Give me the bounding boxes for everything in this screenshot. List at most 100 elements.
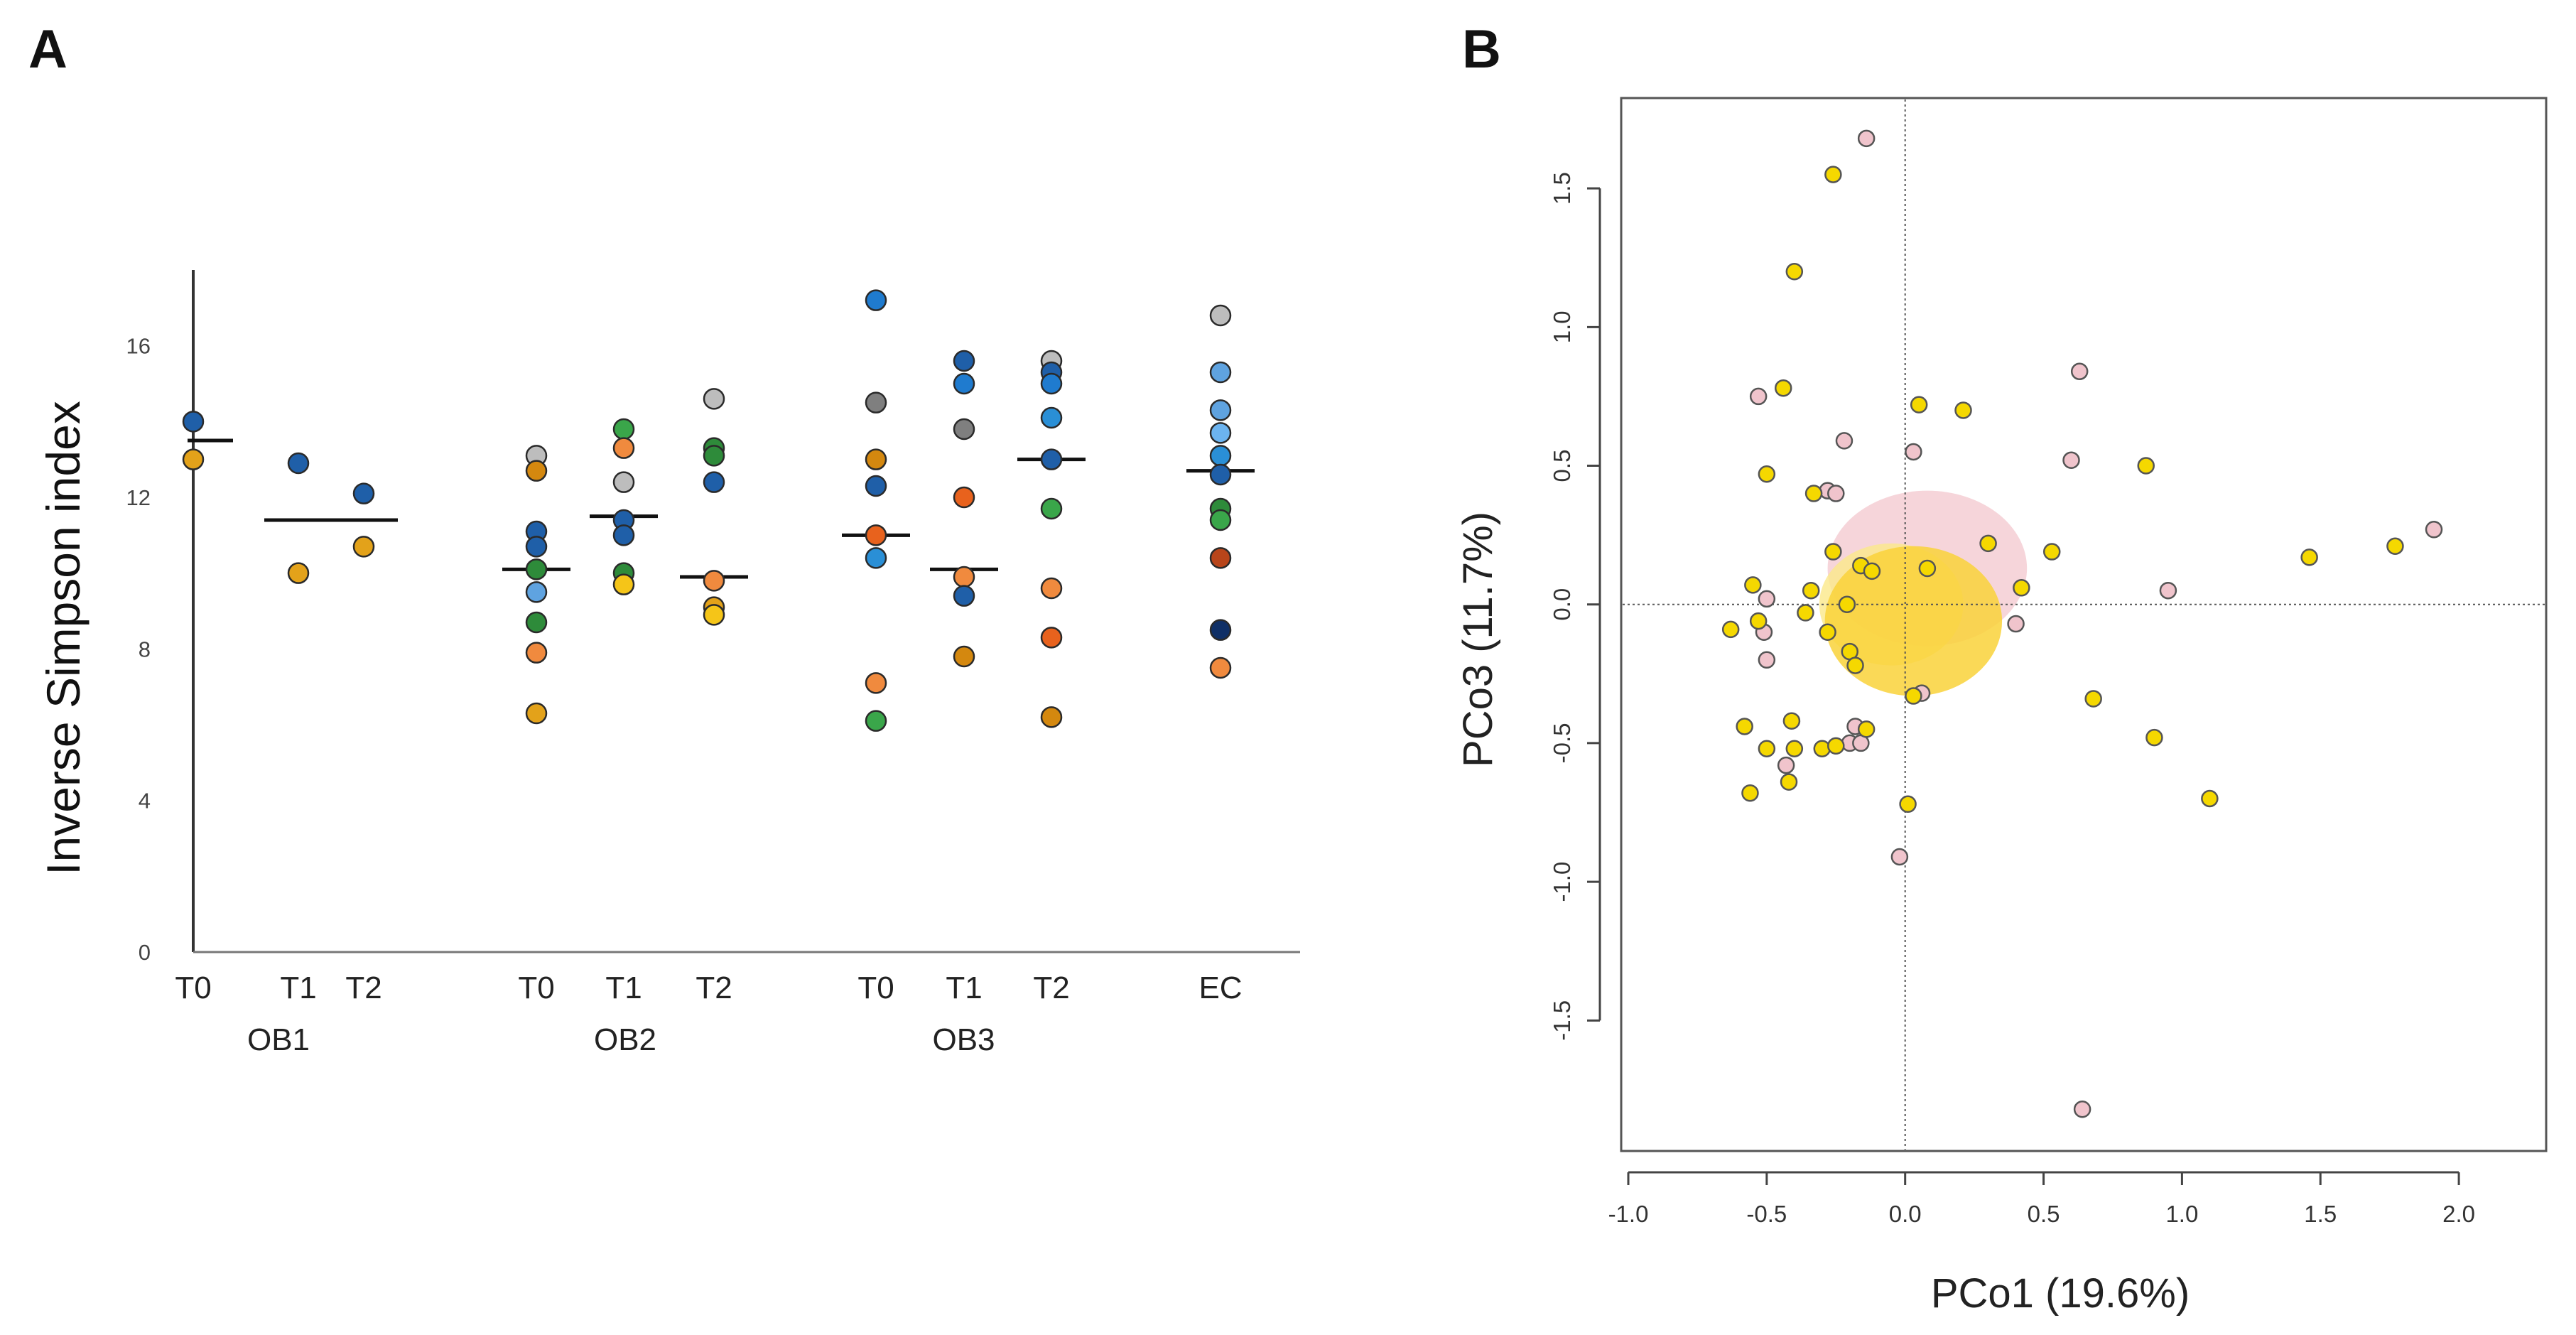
- panel-b-y-tick-label: 1.5: [1549, 172, 1575, 205]
- panel-a-group-label: OB2: [594, 1022, 656, 1057]
- panel-b-point-pink: [1758, 590, 1776, 608]
- panel-b-point-yellow: [2137, 457, 2155, 475]
- panel-a-y-tick-label: 12: [126, 485, 151, 510]
- panel-b-x-tick-label: -1.0: [1608, 1201, 1649, 1227]
- panel-b-x-tick-label: 0.0: [1889, 1201, 1922, 1227]
- panel-a-data-point: [525, 642, 548, 664]
- panel-b-y-axis-label: PCo3 (11.7%): [1455, 512, 1501, 767]
- panel-b-point-yellow: [1797, 604, 1814, 622]
- panel-b-point-yellow: [1785, 740, 1804, 757]
- panel-a-data-point: [525, 460, 548, 482]
- panel-a-data-point: [865, 391, 887, 414]
- panel-b-point-yellow: [2084, 690, 2102, 708]
- panel-b-point-yellow: [1846, 656, 1864, 674]
- panel-b-x-tick-label: 1.5: [2304, 1201, 2337, 1227]
- panel-b-point-yellow: [2145, 728, 2163, 747]
- panel-b-point-pink: [2007, 615, 2025, 633]
- panel-a-data-point: [865, 547, 887, 569]
- panel-b-point-yellow: [1838, 595, 1856, 613]
- panel-b-point-pink: [1758, 651, 1776, 669]
- panel-b-point-yellow: [1863, 562, 1881, 580]
- panel-a-x-tick-label: EC: [1198, 971, 1242, 1005]
- panel-a-data-point: [287, 452, 310, 475]
- panel-b-point-pink: [1857, 129, 1876, 148]
- panel-a-group-label: OB3: [932, 1022, 995, 1057]
- panel-b-point-yellow: [1749, 612, 1768, 630]
- panel-a-letter: A: [28, 19, 67, 80]
- panel-b-ellipse-yellow: [1824, 546, 2003, 696]
- panel-a-data-point: [1209, 304, 1232, 327]
- panel-b-point-yellow: [2042, 543, 2061, 561]
- panel-a-data-point: [953, 566, 975, 588]
- panel-a-data-point: [1209, 422, 1232, 444]
- panel-a-data-point: [703, 388, 725, 410]
- panel-a-y-tick-label: 4: [139, 789, 151, 814]
- panel-b-point-yellow: [1785, 262, 1804, 281]
- panel-b-y-tick-label: -1.0: [1549, 862, 1575, 902]
- panel-a-x-tick-label: T2: [1033, 971, 1069, 1005]
- panel-a-data-point: [703, 604, 725, 626]
- panel-b-point-yellow: [1910, 396, 1928, 414]
- panel-a-group-label: OB1: [247, 1022, 310, 1057]
- panel-a-data-point: [953, 645, 975, 668]
- panel-b-point-yellow: [1758, 465, 1776, 483]
- panel-a-data-point: [612, 524, 635, 546]
- panel-b-point-yellow: [1741, 784, 1759, 802]
- panel-a-data-point: [953, 585, 975, 607]
- panel-a-data-point: [525, 702, 548, 725]
- panel-a-data-point: [865, 672, 887, 694]
- panel-a-data-point: [865, 524, 887, 546]
- panel-a-x-tick-label: T2: [345, 971, 381, 1005]
- panel-a-x-tick-label: T0: [518, 971, 554, 1005]
- panel-a-data-point: [352, 482, 375, 504]
- panel-b-point-yellow: [1782, 712, 1801, 730]
- panel-b-point-pink: [2425, 521, 2443, 539]
- panel-b-point-yellow: [1804, 485, 1823, 502]
- panel-b-point-pink: [2062, 451, 2080, 469]
- panel-b-point-yellow: [1824, 543, 1842, 561]
- panel-b-point-yellow: [1918, 559, 1937, 578]
- panel-a-data-point: [352, 536, 375, 558]
- panel-a-data-point: [182, 448, 205, 470]
- panel-a-x-tick-label: T1: [946, 971, 982, 1005]
- panel-b-point-pink: [2070, 362, 2089, 381]
- panel-a-x-tick-label: T1: [605, 971, 642, 1005]
- panel-a-y-tick-label: 16: [126, 334, 151, 359]
- panel-b-plot-frame: [1620, 97, 2548, 1152]
- panel-a-data-point: [865, 710, 887, 732]
- panel-a-points: [182, 289, 1232, 732]
- panel-a-data-point: [953, 372, 975, 395]
- panel-b-axes: -1.0 -0.5 0.0 0.5 1.0 1.5 2.0 -1.5 -1.0 -0.5 0.0 0.…: [1549, 172, 2475, 1227]
- panel-a-x-tick-label: T0: [175, 971, 211, 1005]
- panel-a-data-point: [1040, 627, 1063, 649]
- panel-b-point-yellow: [1827, 737, 1845, 755]
- panel-a-data-point: [182, 411, 205, 433]
- panel-a-data-point: [612, 418, 635, 441]
- panel-a-data-point: [703, 445, 725, 467]
- panel-b-point-yellow: [2386, 537, 2404, 555]
- panel-b-point-pink: [1890, 848, 1909, 866]
- panel-a-data-point: [703, 570, 725, 592]
- panel-b-x-tick-label: 1.0: [2165, 1201, 2198, 1227]
- panel-b-x-tick-label: -0.5: [1746, 1201, 1787, 1227]
- panel-b-point-yellow: [1857, 720, 1876, 738]
- panel-a-data-point: [1209, 399, 1232, 421]
- panel-a-data-point: [865, 289, 887, 311]
- panel-b-x-tick-label: 0.5: [2028, 1201, 2060, 1227]
- panel-b-point-yellow: [1802, 581, 1820, 600]
- panel-b-y-tick-label: -0.5: [1549, 723, 1575, 763]
- panel-b-point-pink: [1835, 432, 1853, 450]
- panel-b-point-yellow: [1954, 401, 1972, 419]
- panel-b-x-axis-label: PCo1 (19.6%): [1931, 1270, 2190, 1317]
- panel-a-data-point: [865, 448, 887, 470]
- panel-a-data-point: [287, 562, 310, 584]
- panel-b-point-yellow: [1905, 687, 1922, 705]
- panel-a-data-point: [1209, 619, 1232, 641]
- panel-a-data-point: [612, 573, 635, 595]
- panel-a-data-point: [1040, 448, 1063, 470]
- panel-a-data-point: [953, 418, 975, 441]
- panel-a-axes: 0 4 8 12 16: [126, 270, 1300, 965]
- panel-b-point-yellow: [2013, 579, 2030, 597]
- panel-b-points: [1721, 129, 2443, 1118]
- panel-b-point-yellow: [1979, 534, 1997, 553]
